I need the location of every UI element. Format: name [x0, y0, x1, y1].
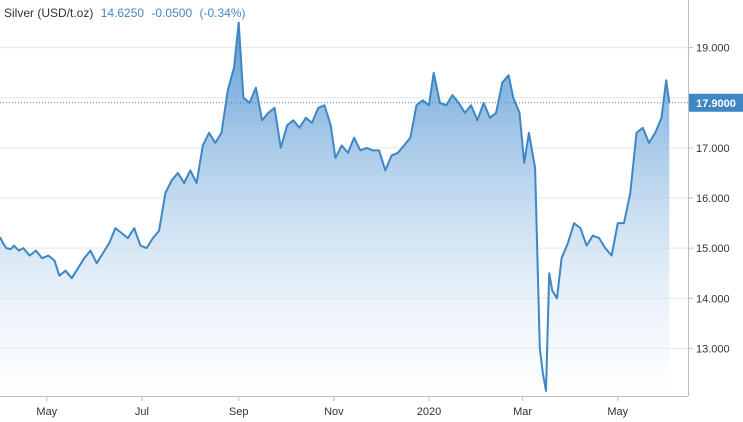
last-price-label: 17.9000: [696, 98, 736, 110]
y-tick-label: 19.000: [696, 43, 730, 55]
y-tick-label: 17.000: [696, 143, 730, 155]
y-tick-label: 14.000: [696, 293, 730, 305]
y-tick-label: 13.000: [696, 343, 730, 355]
x-tick-label: Jul: [135, 406, 149, 418]
price-change-percent: (-0.34%): [199, 6, 246, 20]
y-tick-label: 15.000: [696, 243, 730, 255]
chart-header: Silver (USD/t.oz) 14.6250 -0.0500 (-0.34…: [4, 6, 245, 20]
price-line: [0, 21, 671, 392]
price-change: -0.0500: [151, 6, 193, 20]
x-tick-label: Nov: [324, 406, 344, 418]
x-tick-label: May: [607, 406, 628, 418]
y-tick-label: 16.000: [696, 193, 730, 205]
price-area: [0, 22, 670, 396]
x-tick-label: Sep: [229, 406, 249, 418]
instrument-name: Silver (USD/t.oz): [4, 6, 94, 20]
x-tick-label: May: [36, 406, 57, 418]
current-price: 14.6250: [100, 6, 145, 20]
x-tick-label: Mar: [513, 406, 532, 418]
last-price-badge: [689, 93, 743, 112]
x-tick-label: 2020: [417, 406, 441, 418]
